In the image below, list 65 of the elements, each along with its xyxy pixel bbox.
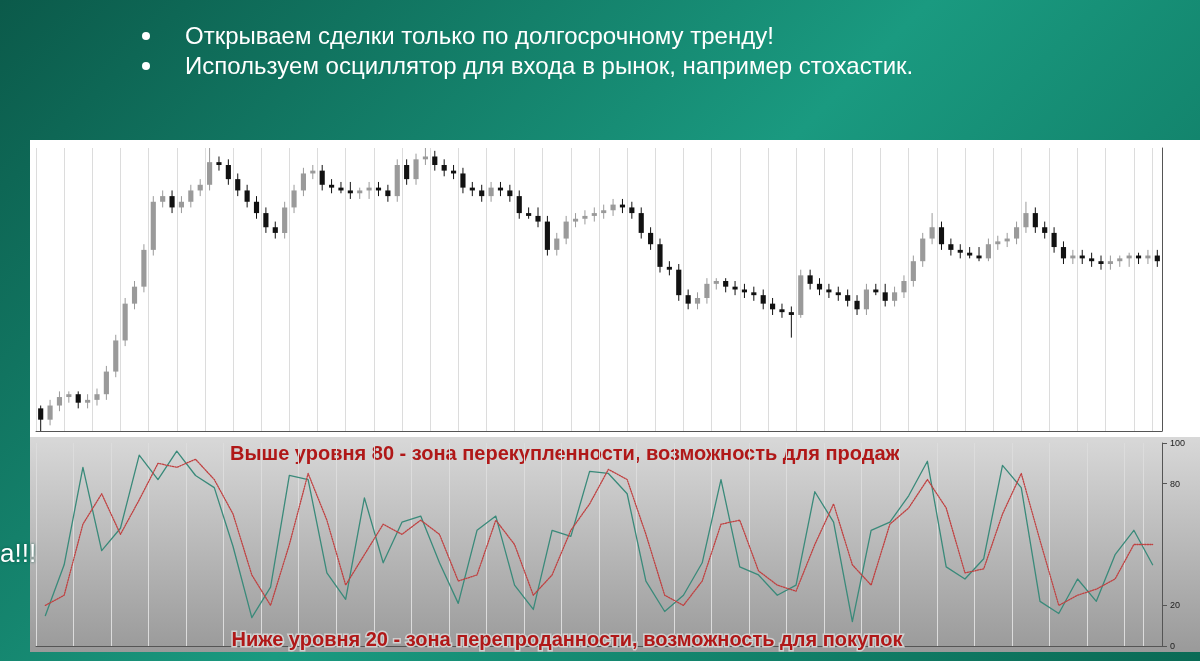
candlestick xyxy=(300,167,307,197)
candlestick xyxy=(929,212,935,245)
candlestick xyxy=(1098,255,1104,271)
candlestick xyxy=(263,206,269,234)
candlestick xyxy=(94,388,100,407)
candlestick xyxy=(863,283,870,316)
candlestick xyxy=(1051,226,1057,254)
candlestick xyxy=(891,286,898,307)
candlestick xyxy=(207,147,213,191)
candlestick xyxy=(920,232,926,268)
candlestick xyxy=(807,269,813,290)
candlestick xyxy=(385,184,391,203)
candlestick xyxy=(554,232,560,257)
y-tick-label: 100 xyxy=(1170,438,1186,448)
candlestick xyxy=(535,206,541,228)
candlestick xyxy=(938,221,945,251)
candlestick xyxy=(638,206,644,240)
candlestick xyxy=(648,226,654,251)
candlestick xyxy=(56,390,63,412)
candlestick xyxy=(225,158,231,186)
candlestick xyxy=(103,365,109,401)
candlestick xyxy=(882,283,888,307)
y-tick-label: 0 xyxy=(1170,641,1176,651)
candlestick xyxy=(788,305,794,339)
candlestick xyxy=(460,167,466,194)
candlestick xyxy=(610,198,616,217)
candlestick xyxy=(948,238,954,257)
candlestick xyxy=(1032,206,1038,234)
candlestick xyxy=(910,255,916,288)
candlestick xyxy=(985,238,991,262)
candlestick xyxy=(216,155,222,172)
candlestick xyxy=(704,277,710,305)
candlestick xyxy=(516,189,522,220)
candlestick xyxy=(732,280,738,296)
chart-title: Открываем сделки только по долгосрочному тренду! xyxy=(185,22,774,49)
candlestick xyxy=(488,181,494,203)
candlestick xyxy=(685,289,691,310)
candlestick xyxy=(901,274,907,299)
candlestick xyxy=(507,184,513,203)
candlestick xyxy=(760,289,766,310)
y-tick-label: 20 xyxy=(1170,600,1181,611)
candlestick xyxy=(188,184,194,208)
candlestick xyxy=(657,238,663,274)
candlestick xyxy=(563,215,569,245)
chart-subtitle: Используем осциллятор для входа в рынок, например стохастик. xyxy=(185,52,914,79)
candlestick xyxy=(38,405,44,432)
candlestick xyxy=(779,303,785,319)
candlestick xyxy=(854,294,860,316)
y-tick-label: 80 xyxy=(1170,478,1181,489)
candlestick xyxy=(319,164,325,191)
candlestick xyxy=(1023,201,1029,234)
candlestick xyxy=(253,195,260,220)
candlestick xyxy=(404,158,410,186)
candlestick xyxy=(47,399,53,426)
candlestick xyxy=(235,172,241,197)
candlestick xyxy=(169,189,175,214)
annotation: Ниже уровня 20 - зона перепроданности, возможность для покупок xyxy=(231,627,904,650)
candlestick xyxy=(291,184,297,214)
candlestick xyxy=(244,184,250,208)
candlestick xyxy=(131,280,138,310)
candlestick xyxy=(1013,221,1020,245)
candlestick xyxy=(413,153,419,186)
candlestick xyxy=(1060,240,1067,265)
candlestick xyxy=(582,209,588,225)
candlestick xyxy=(432,150,438,172)
